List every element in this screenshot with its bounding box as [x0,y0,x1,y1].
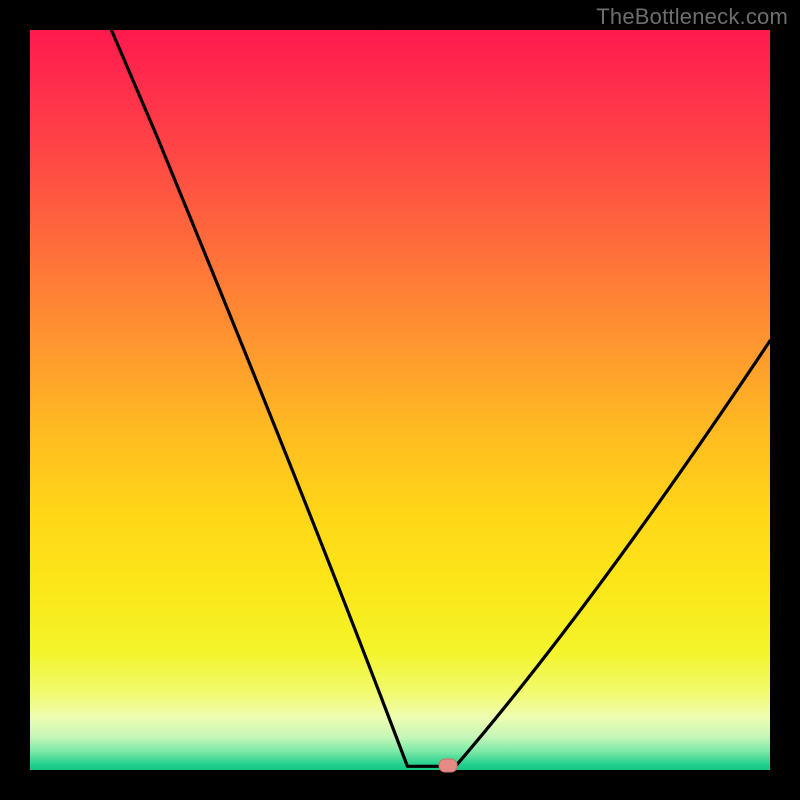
watermark-text: TheBottleneck.com [596,4,788,30]
bottleneck-chart-svg [0,0,800,800]
optimal-point-marker [439,759,457,772]
chart-frame: { "watermark": { "text": "TheBottleneck.… [0,0,800,800]
gradient-background [30,30,770,770]
